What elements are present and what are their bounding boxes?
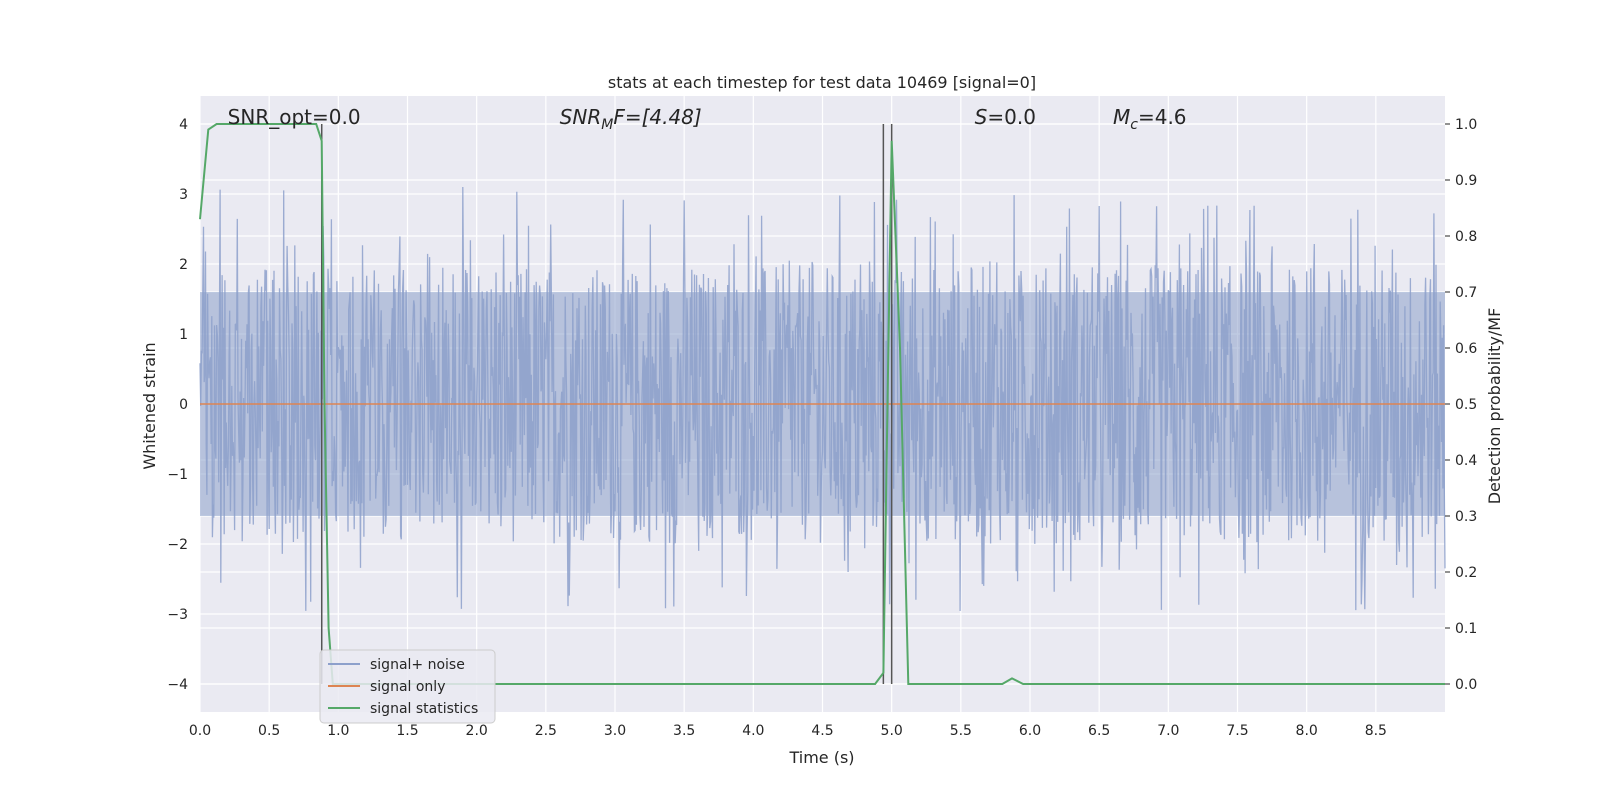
x-tick-label-1: 0.5 xyxy=(258,723,280,739)
x-axis-ticks: 0.0 0.5 1.0 1.5 2.0 2.5 3.0 3.5 4.0 4.5 5.0 5.5 6.0 6… xyxy=(189,723,1387,739)
x-tick-label-7: 3.5 xyxy=(673,723,695,739)
y-right-tick-label-1: 0.1 xyxy=(1455,621,1477,637)
x-tick-label-6: 3.0 xyxy=(604,723,626,739)
x-tick-label-4: 2.0 xyxy=(466,723,488,739)
legend-label-signal-noise: signal+ noise xyxy=(370,657,465,673)
x-tick-label-2: 1.0 xyxy=(327,723,349,739)
y-right-tick-label-2: 0.2 xyxy=(1455,565,1477,581)
annotations: SNR_opt=0.0 SNRMF=[4.48] S=0.0 Mc=4.6 xyxy=(228,105,1187,133)
x-tick-label-15: 7.5 xyxy=(1226,723,1248,739)
legend-label-signal-statistics: signal statistics xyxy=(370,701,478,717)
y-right-axis-ticks: 0.0 0.1 0.2 0.3 0.4 0.5 0.6 0.7 0.8 0.9 1.0 xyxy=(1445,117,1477,693)
x-tick-label-17: 8.5 xyxy=(1365,723,1387,739)
y-left-axis-label: Whitened strain xyxy=(140,342,159,469)
y-right-tick-label-10: 1.0 xyxy=(1455,117,1477,133)
y-left-tick-label-2: −2 xyxy=(167,537,188,553)
x-tick-label-10: 5.0 xyxy=(881,723,903,739)
legend-box xyxy=(319,649,496,724)
y-right-tick-label-3: 0.3 xyxy=(1455,509,1477,525)
y-left-tick-label-5: 1 xyxy=(179,327,188,343)
x-tick-label-9: 4.5 xyxy=(811,723,833,739)
series-signal-statistics xyxy=(199,123,1445,685)
annotation-2: S=0.0 xyxy=(975,105,1036,129)
y-right-tick-label-4: 0.4 xyxy=(1455,453,1477,469)
statistics-line xyxy=(199,123,1445,685)
y-left-tick-label-1: −3 xyxy=(167,607,188,623)
x-axis-label: Time (s) xyxy=(788,748,854,767)
x-tick-label-5: 2.5 xyxy=(535,723,557,739)
annotation-3: Mc=4.6 xyxy=(1113,105,1187,133)
x-tick-label-3: 1.5 xyxy=(396,723,418,739)
annotation-0: SNR_opt=0.0 xyxy=(228,105,361,129)
x-tick-label-14: 7.0 xyxy=(1157,723,1179,739)
y-left-tick-label-7: 3 xyxy=(179,187,188,203)
y-left-tick-label-0: −4 xyxy=(167,677,188,693)
x-tick-label-13: 6.5 xyxy=(1088,723,1110,739)
y-left-tick-label-8: 4 xyxy=(179,117,188,133)
y-left-tick-label-6: 2 xyxy=(179,257,188,273)
x-tick-label-11: 5.5 xyxy=(950,723,972,739)
x-tick-label-16: 8.0 xyxy=(1296,723,1318,739)
annotation-1: SNRMF=[4.48] xyxy=(560,105,702,133)
x-tick-label-0: 0.0 xyxy=(189,723,211,739)
chart-title: stats at each timestep for test data 104… xyxy=(608,73,1036,92)
y-left-tick-label-3: −1 xyxy=(167,467,188,483)
y-right-tick-label-6: 0.6 xyxy=(1455,341,1477,357)
y-right-tick-label-8: 0.8 xyxy=(1455,229,1477,245)
x-tick-label-12: 6.0 xyxy=(1019,723,1041,739)
y-right-tick-label-7: 0.7 xyxy=(1455,285,1477,301)
y-right-tick-label-0: 0.0 xyxy=(1455,677,1477,693)
legend: signal+ noise signal only signal statist… xyxy=(319,649,496,724)
x-tick-label-8: 4.0 xyxy=(742,723,764,739)
y-right-tick-label-5: 0.5 xyxy=(1455,397,1477,413)
y-left-tick-label-4: 0 xyxy=(179,397,188,413)
y-right-tick-label-9: 0.9 xyxy=(1455,173,1477,189)
y-right-axis-label: Detection probability/MF xyxy=(1485,308,1504,505)
y-left-axis-ticks: −4 −3 −2 −1 0 1 2 3 4 xyxy=(167,117,188,693)
legend-label-signal-only: signal only xyxy=(370,679,445,695)
